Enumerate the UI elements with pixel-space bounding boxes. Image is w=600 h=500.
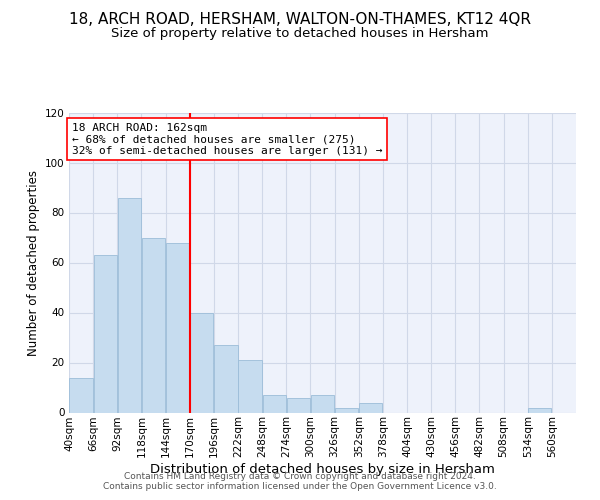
Bar bbox=[311, 395, 334, 412]
Text: Size of property relative to detached houses in Hersham: Size of property relative to detached ho… bbox=[111, 28, 489, 40]
Bar bbox=[528, 408, 551, 412]
Bar bbox=[335, 408, 358, 412]
Bar bbox=[359, 402, 382, 412]
Bar bbox=[263, 395, 286, 412]
Text: 18, ARCH ROAD, HERSHAM, WALTON-ON-THAMES, KT12 4QR: 18, ARCH ROAD, HERSHAM, WALTON-ON-THAMES… bbox=[69, 12, 531, 28]
Bar bbox=[94, 255, 117, 412]
X-axis label: Distribution of detached houses by size in Hersham: Distribution of detached houses by size … bbox=[150, 463, 495, 476]
Bar bbox=[190, 312, 214, 412]
Bar bbox=[238, 360, 262, 412]
Y-axis label: Number of detached properties: Number of detached properties bbox=[26, 170, 40, 356]
Bar bbox=[142, 238, 165, 412]
Text: Contains HM Land Registry data © Crown copyright and database right 2024.: Contains HM Land Registry data © Crown c… bbox=[124, 472, 476, 481]
Bar bbox=[70, 378, 93, 412]
Bar bbox=[166, 242, 190, 412]
Text: Contains public sector information licensed under the Open Government Licence v3: Contains public sector information licen… bbox=[103, 482, 497, 491]
Bar bbox=[287, 398, 310, 412]
Bar bbox=[118, 198, 141, 412]
Text: 18 ARCH ROAD: 162sqm
← 68% of detached houses are smaller (275)
32% of semi-deta: 18 ARCH ROAD: 162sqm ← 68% of detached h… bbox=[72, 122, 382, 156]
Bar bbox=[214, 345, 238, 412]
